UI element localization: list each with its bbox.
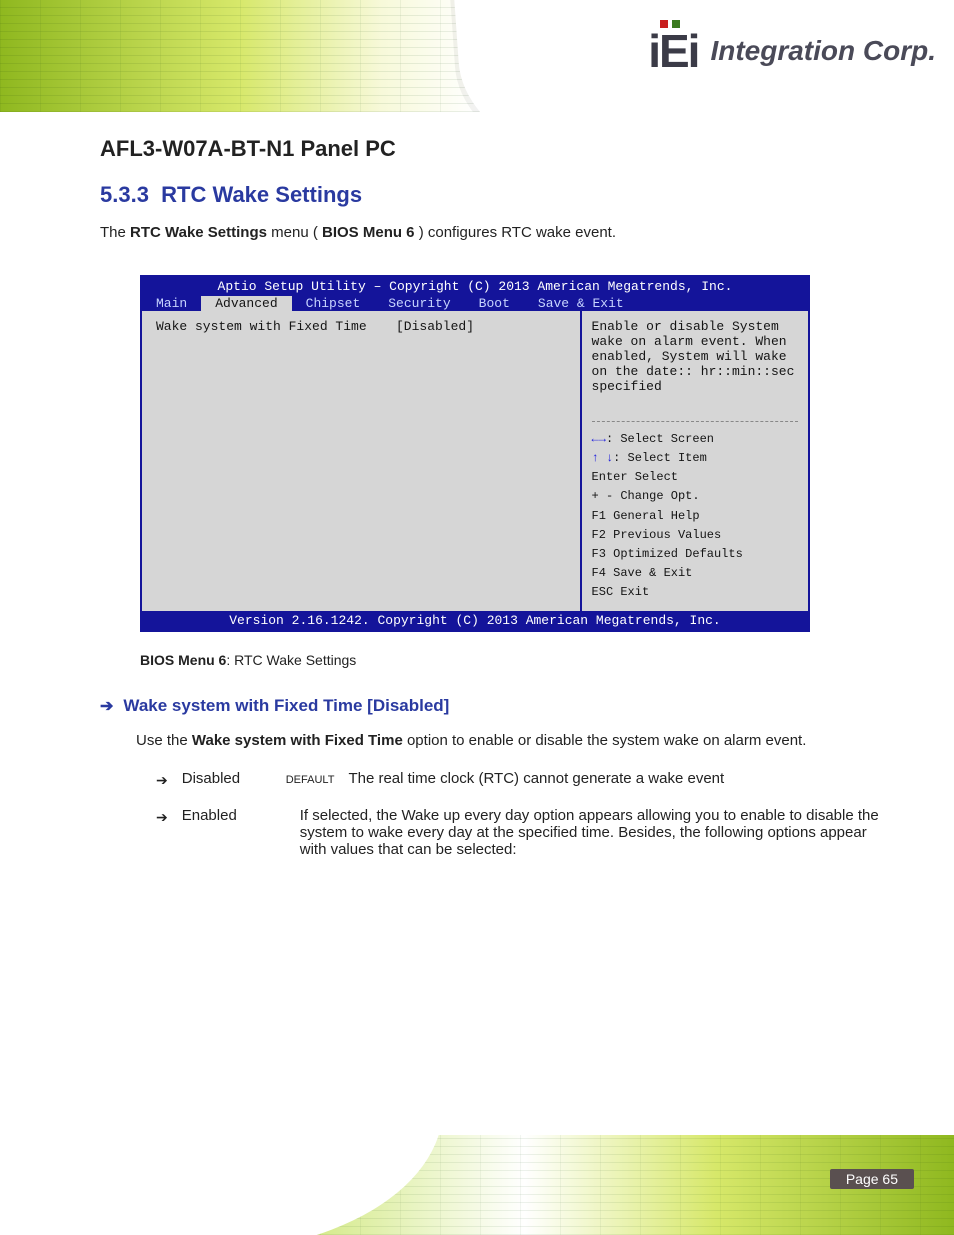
bottom-banner: Page 65 (0, 1135, 954, 1235)
key-lr-arrows: ←→ (592, 432, 606, 446)
logo-integration-corp: Integration Corp. (710, 35, 936, 67)
opt-val-default: DEFAULT (286, 774, 335, 786)
bios-tab-main[interactable]: Main (142, 296, 201, 311)
key-row: F1 General Help (592, 507, 798, 526)
intro-bold: RTC Wake Settings (130, 224, 267, 241)
opt-val-desc: The real time clock (RTC) cannot generat… (348, 770, 884, 787)
key-esc: ESC (592, 585, 614, 599)
option-values: ➔ Disabled DEFAULT The real time clock (… (156, 770, 884, 858)
arrow-right-icon: ➔ (100, 696, 113, 716)
intro-post: menu ( (271, 224, 318, 241)
key-f2: F2 (592, 528, 606, 542)
bios-tab-chipset[interactable]: Chipset (292, 296, 375, 311)
logo-iei-text: iEi (648, 28, 698, 74)
section-title: RTC Wake Settings (161, 182, 362, 207)
key-ud-desc: : Select Item (613, 451, 707, 465)
bios-setting-label: Wake system with Fixed Time (156, 319, 396, 334)
arrow-right-icon: ➔ (156, 809, 168, 826)
bios-help-text: Enable or disable System wake on alarm e… (592, 319, 798, 413)
key-plusminus-desc: Change Opt. (620, 489, 699, 503)
section-intro: The RTC Wake Settings menu ( BIOS Menu 6… (100, 222, 884, 245)
bios-keys-block: ←→: Select Screen ↑ ↓: Select Item Enter… (592, 430, 798, 603)
opt-val-name: Enabled (182, 807, 272, 824)
document-title: AFL3-W07A-BT-N1 Panel PC (100, 136, 884, 162)
key-esc-desc: Exit (620, 585, 649, 599)
brand-logo: iEi Integration Corp. (648, 28, 936, 74)
option-value-enabled: ➔ Enabled If selected, the Wake up every… (156, 807, 884, 858)
bios-tabs: Main Advanced Chipset Security Boot Save… (142, 296, 808, 311)
key-row: ESC Exit (592, 583, 798, 602)
key-row: ←→: Select Screen (592, 430, 798, 449)
key-plusminus: + - (592, 489, 614, 503)
top-banner: iEi Integration Corp. (0, 0, 954, 112)
bios-tab-boot[interactable]: Boot (465, 296, 524, 311)
bios-panel: Aptio Setup Utility – Copyright (C) 2013… (140, 275, 810, 632)
key-f2-desc: Previous Values (613, 528, 721, 542)
bios-tab-advanced[interactable]: Advanced (201, 296, 291, 311)
key-f1: F1 (592, 509, 606, 523)
caption-text: : RTC Wake Settings (226, 652, 356, 668)
intro-ref: BIOS Menu 6 (322, 224, 415, 241)
option-description: Use the Wake system with Fixed Time opti… (136, 730, 884, 753)
key-row: + - Change Opt. (592, 487, 798, 506)
bios-setting-value: [Disabled] (396, 319, 474, 334)
key-ud-arrows: ↑ ↓ (592, 451, 614, 465)
option-value-disabled: ➔ Disabled DEFAULT The real time clock (… (156, 770, 884, 789)
opt-desc-pre: Use the (136, 732, 192, 749)
bios-tab-save-exit[interactable]: Save & Exit (524, 296, 638, 311)
option-heading-text: Wake system with Fixed Time [Disabled] (123, 696, 449, 716)
logo-dot-green (672, 20, 680, 28)
key-f3: F3 (592, 547, 606, 561)
section-number: 5.3.3 (100, 182, 149, 207)
key-row: F3 Optimized Defaults (592, 545, 798, 564)
intro-tail: ) configures RTC wake event. (419, 224, 616, 241)
bios-help-divider (592, 421, 798, 422)
option-heading: ➔ Wake system with Fixed Time [Disabled] (100, 696, 884, 716)
key-f1-desc: General Help (613, 509, 699, 523)
opt-val-name: Disabled (182, 770, 272, 787)
key-f4-desc: Save & Exit (613, 566, 692, 580)
bios-footer: Version 2.16.1242. Copyright (C) 2013 Am… (142, 611, 808, 630)
key-row: ↑ ↓: Select Item (592, 449, 798, 468)
key-row: Enter Select (592, 468, 798, 487)
caption-ref: BIOS Menu 6 (140, 652, 226, 668)
bios-setting-row[interactable]: Wake system with Fixed Time [Disabled] (156, 319, 566, 334)
logo-text: iEi (648, 25, 698, 77)
page-number: Page 65 (830, 1169, 914, 1189)
opt-desc-post: option to enable or disable the system w… (407, 732, 806, 749)
key-enter-desc: Select (635, 470, 678, 484)
bios-tab-security[interactable]: Security (374, 296, 464, 311)
document-body: AFL3-W07A-BT-N1 Panel PC 5.3.3 RTC Wake … (0, 112, 954, 858)
figure-caption: BIOS Menu 6: RTC Wake Settings (140, 652, 884, 668)
key-row: F4 Save & Exit (592, 564, 798, 583)
key-f3-desc: Optimized Defaults (613, 547, 743, 561)
opt-desc-bold: Wake system with Fixed Time (192, 732, 403, 749)
bios-body: Wake system with Fixed Time [Disabled] E… (142, 311, 808, 611)
bios-title: Aptio Setup Utility – Copyright (C) 2013… (142, 277, 808, 296)
intro-pre: The (100, 224, 130, 241)
bios-left-pane: Wake system with Fixed Time [Disabled] (142, 311, 582, 611)
key-f4: F4 (592, 566, 606, 580)
key-row: F2 Previous Values (592, 526, 798, 545)
key-lr-desc: : Select Screen (606, 432, 714, 446)
bios-right-pane: Enable or disable System wake on alarm e… (582, 311, 808, 611)
opt-val-desc: If selected, the Wake up every day optio… (300, 807, 884, 858)
logo-dot-red (660, 20, 668, 28)
key-enter: Enter (592, 470, 628, 484)
section-heading: 5.3.3 RTC Wake Settings (100, 182, 884, 208)
arrow-right-icon: ➔ (156, 772, 168, 789)
